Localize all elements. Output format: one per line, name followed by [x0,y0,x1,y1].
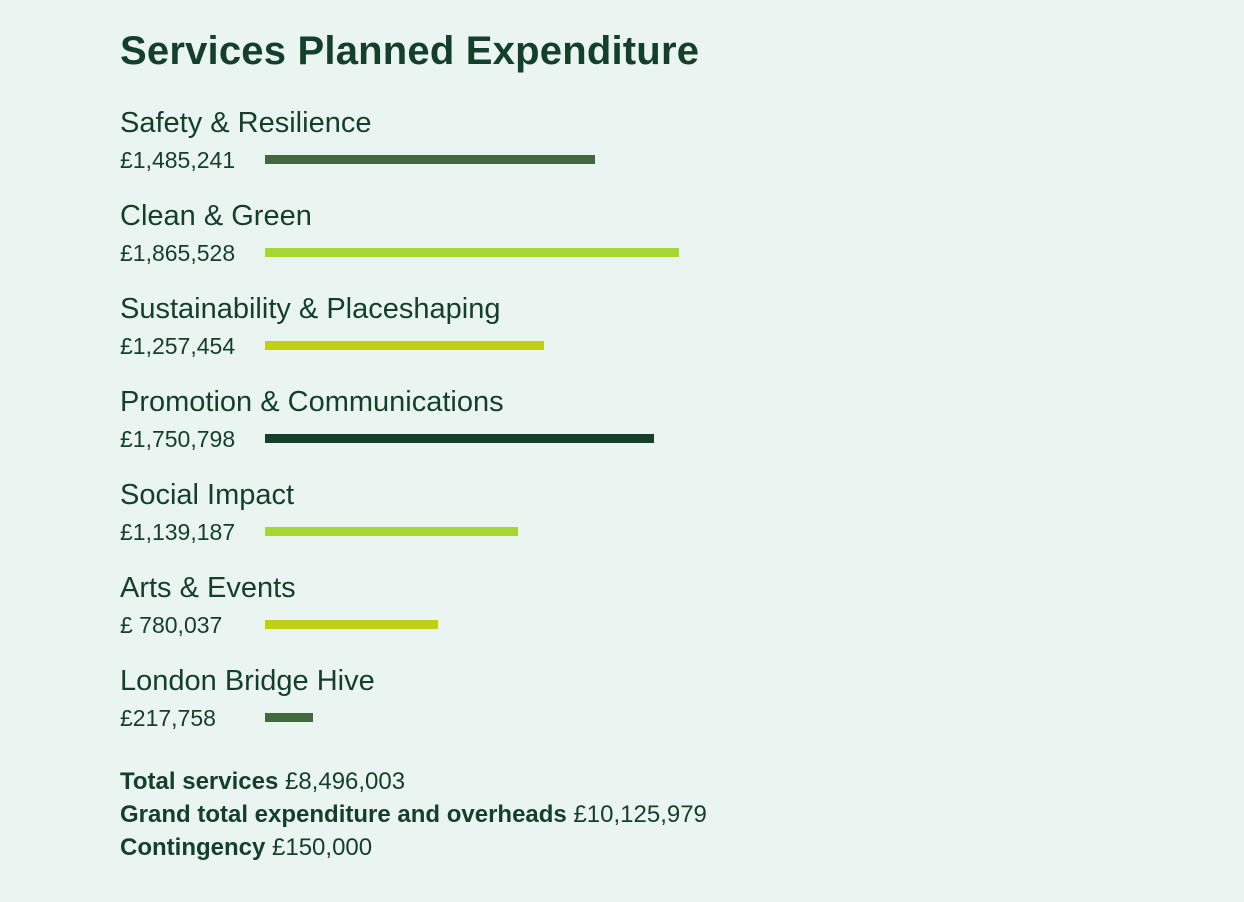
bar [265,527,518,536]
totals-summary: Total services £8,496,003 Grand total ex… [120,765,707,864]
category-value-label: £1,257,454 [120,333,236,359]
category-row: Arts & Events £ 780,037 [120,571,1020,664]
category-label: Clean & Green [120,200,312,232]
contingency-value: £150,000 [272,834,373,861]
category-row: Promotion & Communications £1,750,798 [120,385,1020,478]
bar [265,620,438,629]
contingency-line: Contingency £150,000 [120,831,707,864]
category-value-label: £1,750,798 [120,426,236,452]
grand-total-label: Grand total expenditure and overheads [120,801,567,828]
bar [265,155,595,164]
category-row: Safety & Resilience £1,485,241 [120,106,1020,199]
bar [265,434,654,443]
category-value-label: £ 780,037 [120,612,223,638]
category-label: Sustainability & Placeshaping [120,293,501,325]
total-services-value: £8,496,003 [284,768,406,795]
category-label: Safety & Resilience [120,107,372,139]
category-value-label: £1,485,241 [120,147,236,173]
contingency-label: Contingency [120,834,266,861]
category-row: Sustainability & Placeshaping £1,257,454 [120,292,1020,385]
category-label: Arts & Events [120,572,296,604]
category-label: London Bridge Hive [120,665,375,697]
total-services-line: Total services £8,496,003 [120,765,707,798]
category-value-label: £217,758 [120,705,216,731]
category-row: Social Impact £1,139,187 [120,478,1020,571]
grand-total-line: Grand total expenditure and overheads £1… [120,798,707,831]
total-services-label: Total services [120,768,279,795]
bar [265,713,313,722]
category-label: Promotion & Communications [120,386,504,418]
grand-total-value: £10,125,979 [573,801,707,828]
category-value-label: £1,139,187 [120,519,236,545]
bar [265,341,544,350]
category-row: London Bridge Hive £217,758 [120,664,1020,757]
category-row: Clean & Green £1,865,528 [120,199,1020,292]
category-value-label: £1,865,528 [120,240,236,266]
chart-title: Services Planned Expenditure [120,29,700,73]
category-label: Social Impact [120,479,295,511]
bar [265,248,679,257]
